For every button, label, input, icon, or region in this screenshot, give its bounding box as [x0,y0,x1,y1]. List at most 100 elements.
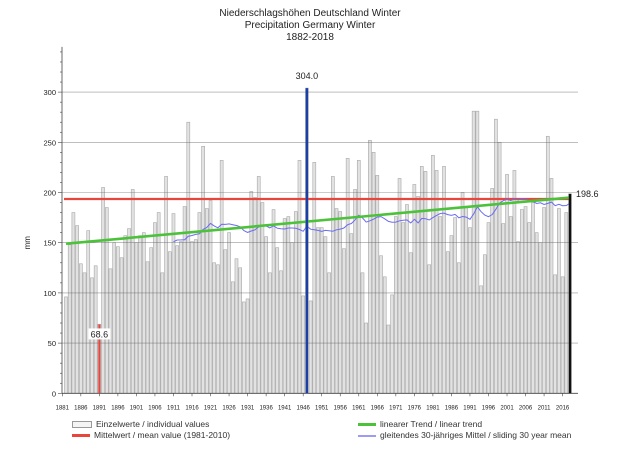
bar [531,202,535,394]
bar [394,216,398,394]
bar [390,294,394,394]
bar [490,188,494,394]
bar [327,272,331,394]
bar [434,170,439,394]
x-tick-label: 1896 [111,405,125,411]
bar [182,206,187,394]
bar [397,178,402,394]
last-label: 198.6 [576,189,599,199]
bar [542,207,546,394]
x-tick-label: 1886 [74,405,88,411]
x-tick-label: 2011 [538,405,552,411]
bar [179,241,183,394]
x-tick-label: 1966 [371,405,385,411]
x-tick-label: 1991 [463,405,477,411]
bar [142,232,146,394]
bar [201,146,205,394]
bar [534,232,539,394]
chart-title-de: Niederschlagshöhen Deutschland Winter [219,8,401,19]
x-tick-label: 1906 [148,405,162,411]
bar [279,270,283,394]
bar [238,267,242,394]
bar [138,235,142,394]
legend-sliding-label: gleitendes 30-jähriges Mittel / sliding … [380,430,572,440]
bar [186,121,191,394]
bar [242,301,246,394]
bar [464,207,469,394]
bar [316,227,320,394]
bar [301,295,305,394]
bar [275,247,280,394]
y-tick-label: 0 [52,389,56,398]
bar [505,174,509,394]
bar [479,285,483,394]
bar [557,208,561,394]
bar [342,248,346,394]
x-tick-label: 1996 [482,405,496,411]
x-tick-label: 1981 [426,405,440,411]
bar [468,227,472,394]
legend-individual: Einzelwerte / individual values [72,419,209,429]
bar [101,187,105,394]
bar [264,236,268,394]
bar [508,216,513,394]
y-tick-label: 200 [43,189,56,198]
bar [319,227,324,394]
bar [375,175,380,394]
x-tick-label: 2001 [500,405,514,411]
x-tick-label: 1891 [93,405,107,411]
bar [230,281,235,394]
bar [427,264,431,394]
bar [334,208,339,394]
bar [494,118,498,394]
bar [323,236,328,394]
bar [112,242,116,394]
bar [431,155,435,394]
max-label: 304.0 [296,71,319,81]
x-tick-label: 1881 [56,405,70,411]
bar [197,212,202,394]
bar [290,242,294,394]
bar [401,222,406,394]
x-tick-label: 1921 [204,405,218,411]
bar [386,324,391,394]
bar [234,258,239,394]
legend-mean: Mittelwert / mean value (1981-2010) [72,430,230,440]
bar [349,233,354,394]
bar [64,296,68,394]
bar [457,262,461,394]
x-tick-label: 1916 [185,405,199,411]
bar [104,207,109,394]
bar [205,208,209,394]
bar [560,276,565,394]
x-tick-label: 1931 [241,405,255,411]
bar [405,204,409,394]
min-label-bg [88,328,111,340]
bar [119,257,124,394]
legend-trend: linearer Trend / linear trend [358,419,482,429]
bar [212,262,217,394]
bar [286,216,291,394]
bar [219,160,224,394]
bar [223,249,228,394]
bar [312,162,317,394]
bar [153,222,157,394]
bar [82,272,87,394]
bar [71,212,76,394]
bar [416,196,420,394]
bar [86,230,91,394]
min-label: 68.6 [91,329,109,339]
bar [445,251,450,394]
x-tick-label: 1951 [315,405,329,411]
bar [516,241,520,394]
bar [442,166,446,394]
x-tick-label: 1901 [130,405,144,411]
bar [167,251,172,394]
bar [268,272,272,394]
bar [482,254,487,394]
x-tick-label: 1926 [222,405,236,411]
legend-individual-label: Einzelwerte / individual values [96,419,210,429]
bar [245,298,250,394]
bar [271,209,276,394]
